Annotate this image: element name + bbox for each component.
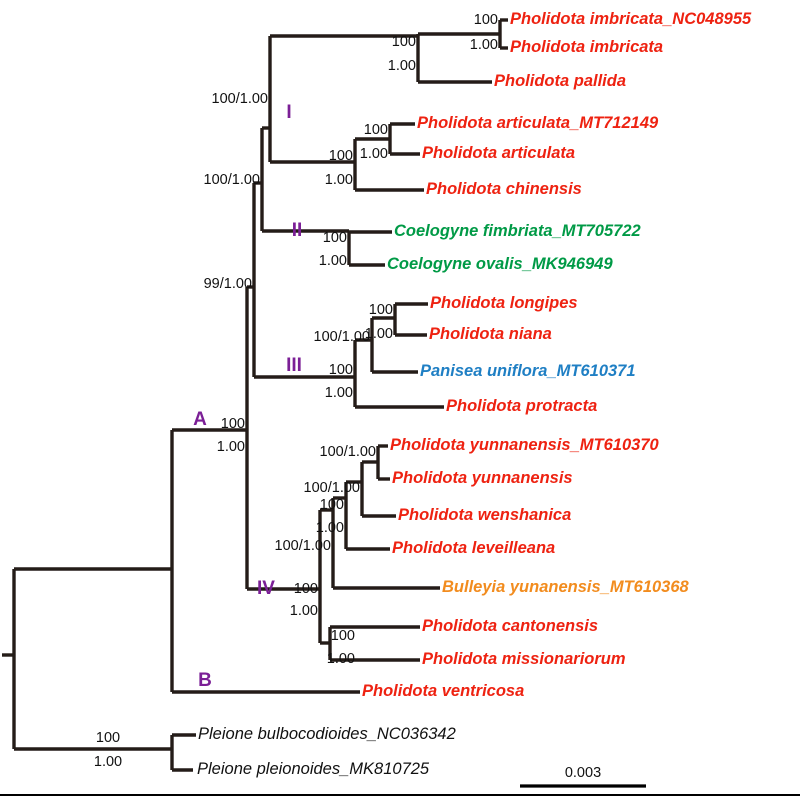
support-imbricata-pair-top: 100 xyxy=(474,12,498,28)
support-leveilleana-node-bottom: 1.00 xyxy=(316,520,344,536)
support-longipes-pair-bottom: 1.00 xyxy=(365,326,393,342)
tip-labels: Pholidota imbricata_NC048955 Pholidota i… xyxy=(197,10,752,778)
support-cantonensis-bottom: 1.00 xyxy=(327,651,355,667)
tip-label-panisea-uniflora: Panisea uniflora_MT610371 xyxy=(420,362,636,380)
tree-branches xyxy=(2,18,508,772)
clade-labels: I II III IV A B xyxy=(193,102,302,691)
tip-label-pholidota-articulata-mt712149: Pholidota articulata_MT712149 xyxy=(417,114,659,132)
support-backbone-99: 99/1.00 xyxy=(204,276,252,292)
tip-label-pholidota-imbricata-nc048955: Pholidota imbricata_NC048955 xyxy=(510,10,752,28)
clade-label-II: II xyxy=(292,220,303,241)
support-articulata-pair-top: 100 xyxy=(364,122,388,138)
support-cladeIII-bottom: 1.00 xyxy=(325,385,353,401)
tip-label-pholidota-yunnanensis: Pholidota yunnanensis xyxy=(392,469,573,487)
support-cladeII-bottom: 1.00 xyxy=(319,253,347,269)
support-outgroup-top: 100 xyxy=(96,730,120,746)
support-values: 100 1.00 100 1.00 100 1.00 100 1.00 100/… xyxy=(94,12,498,770)
support-articulata-group-top: 100 xyxy=(329,148,353,164)
support-wenshanica-node: 100/1.00 xyxy=(304,480,360,496)
support-cladeII-top: 100 xyxy=(323,230,347,246)
support-cladeIV-bottom: 1.00 xyxy=(290,603,318,619)
tip-label-coelogyne-ovalis: Coelogyne ovalis_MK946949 xyxy=(387,255,613,273)
tip-label-pholidota-chinensis: Pholidota chinensis xyxy=(426,180,582,198)
support-cladeA-top: 100 xyxy=(221,416,245,432)
support-cladeI: 100/1.00 xyxy=(212,91,268,107)
support-imbricata-group-bottom: 1.00 xyxy=(388,58,416,74)
tip-label-pholidota-missionariorum: Pholidota missionariorum xyxy=(422,650,626,668)
support-cladeIV-top: 100 xyxy=(294,581,318,597)
tip-label-pholidota-ventricosa: Pholidota ventricosa xyxy=(362,682,524,700)
clade-label-III: III xyxy=(286,355,302,376)
tip-label-pholidota-wenshanica: Pholidota wenshanica xyxy=(398,506,571,524)
tip-label-pholidota-pallida: Pholidota pallida xyxy=(494,72,626,90)
tip-label-coelogyne-fimbriata: Coelogyne fimbriata_MT705722 xyxy=(394,222,641,240)
support-bulleyia-node: 100/1.00 xyxy=(275,538,331,554)
support-imbricata-pair-bottom: 1.00 xyxy=(470,37,498,53)
tip-label-bulleyia-yunanensis: Bulleyia yunanensis_MT610368 xyxy=(442,578,690,596)
clade-label-B: B xyxy=(198,670,212,691)
tip-label-pholidota-protracta: Pholidota protracta xyxy=(446,397,597,415)
tip-label-pholidota-longipes: Pholidota longipes xyxy=(430,294,578,312)
support-articulata-group-bottom: 1.00 xyxy=(325,172,353,188)
scale-bar-label: 0.003 xyxy=(565,765,601,781)
clade-label-IV: IV xyxy=(257,578,275,599)
tip-label-pholidota-imbricata: Pholidota imbricata xyxy=(510,38,663,56)
tip-label-pleione-pleionoides: Pleione pleionoides_MK810725 xyxy=(197,760,430,778)
support-imbricata-group-top: 100 xyxy=(392,34,416,50)
support-outgroup-bottom: 1.00 xyxy=(94,754,122,770)
tip-label-pholidota-cantonensis: Pholidota cantonensis xyxy=(422,617,598,635)
support-cantonensis-top: 100 xyxy=(331,628,355,644)
support-yunnanensis-pair: 100/1.00 xyxy=(320,444,376,460)
support-cladeA-bottom: 1.00 xyxy=(217,439,245,455)
clade-label-I: I xyxy=(286,102,291,123)
support-I-II-node: 100/1.00 xyxy=(204,172,260,188)
scale-bar: 0.003 xyxy=(520,765,646,788)
clade-label-A: A xyxy=(193,409,207,430)
support-cladeIII-top: 100 xyxy=(329,362,353,378)
tip-label-pholidota-yunnanensis-mt610370: Pholidota yunnanensis_MT610370 xyxy=(390,436,659,454)
tip-label-pholidota-niana: Pholidota niana xyxy=(429,325,552,343)
support-panisea-node: 100/1.00 xyxy=(314,329,370,345)
tip-label-pholidota-leveilleana: Pholidota leveilleana xyxy=(392,539,555,557)
tip-label-pleione-bulbocodioides: Pleione bulbocodioides_NC036342 xyxy=(198,725,456,743)
support-leveilleana-node-top: 100 xyxy=(320,497,344,513)
support-longipes-pair-top: 100 xyxy=(369,302,393,318)
tip-label-pholidota-articulata: Pholidota articulata xyxy=(422,144,575,162)
support-articulata-pair-bottom: 1.00 xyxy=(360,146,388,162)
